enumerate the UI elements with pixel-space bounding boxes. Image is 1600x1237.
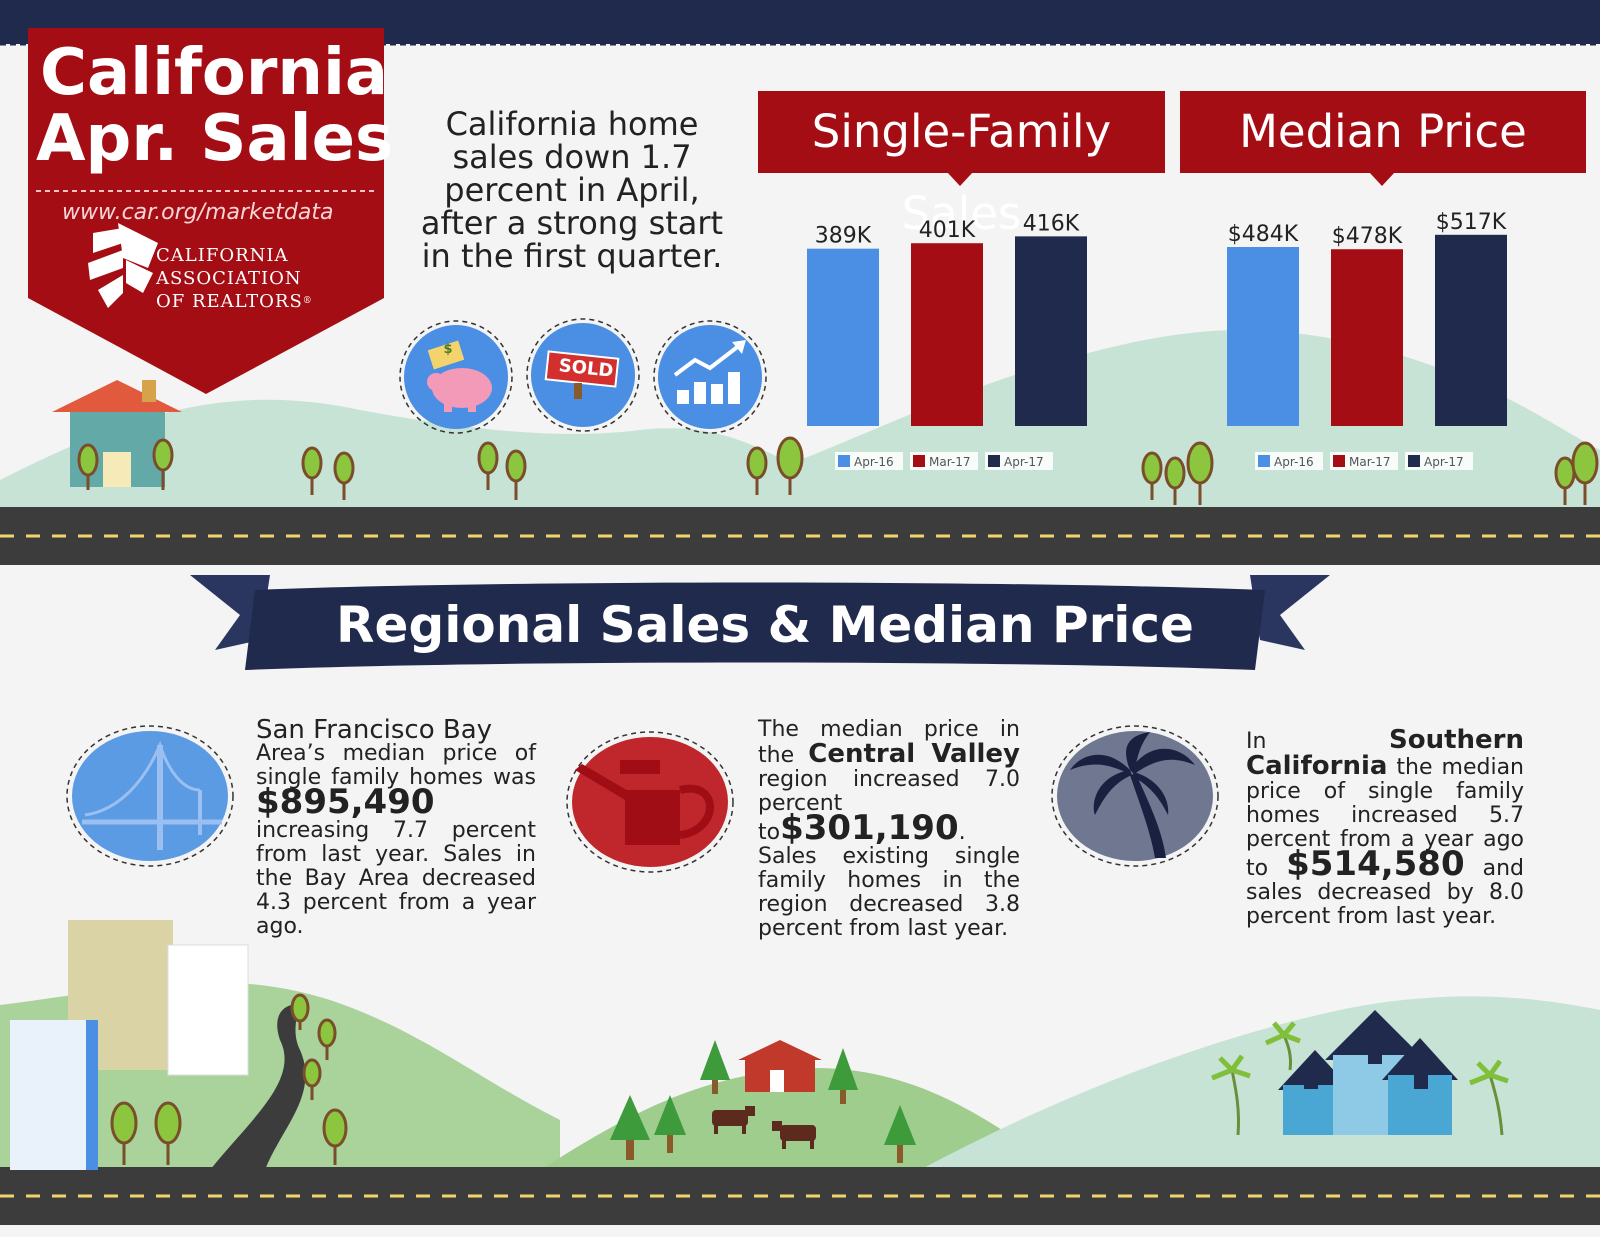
price-value-label: $517K (1436, 210, 1507, 235)
sales-value-label: 416K (1023, 211, 1080, 236)
price-bar-mar-17 (1331, 249, 1403, 426)
cv-region-name: Central Valley (808, 739, 1020, 769)
growth-chart-icon (673, 340, 746, 404)
sc-text1: In (1246, 729, 1267, 754)
sales-legend-swatch (988, 455, 1000, 467)
org-name-line3-text: OF REALTORS (156, 291, 303, 312)
intro-line2: sales down 1.7 (452, 138, 692, 176)
regional-circle-frames (66, 725, 1219, 873)
price-bar-chart: $484K $478K $517K Apr-16 Mar-17 Apr-17 (1227, 210, 1507, 470)
intro-line5: in the first quarter. (421, 237, 723, 275)
palm-tree-icon (1070, 732, 1195, 858)
right-hill (920, 996, 1600, 1170)
sf-text2: increasing 7.7 percent from last year. S… (256, 818, 536, 939)
sales-legend-label: Apr-16 (854, 455, 894, 469)
price-legend-label: Mar-17 (1349, 455, 1390, 469)
sales-legend-swatch (838, 455, 850, 467)
price-legend-swatch (1408, 455, 1420, 467)
sales-bar-apr-17 (1015, 236, 1087, 426)
cv-text2: region increased 7.0 percent to (758, 767, 1020, 845)
sales-bar-chart: 389K 401K 416K Apr-16 Mar-17 Apr-17 (807, 211, 1087, 470)
chart-title-price-pointer (1369, 172, 1395, 186)
sales-legend-swatch (913, 455, 925, 467)
regional-title: Regional Sales & Median Price (336, 596, 1194, 654)
sf-region-text: San Francisco Bay Area’s median price of… (256, 715, 536, 939)
lower-left-trees (110, 993, 348, 1165)
sc-text2: the median price of single family homes … (1246, 755, 1524, 881)
price-legend-label: Apr-16 (1274, 455, 1314, 469)
blue-houses-icon (1278, 1010, 1458, 1135)
sales-value-label: 389K (815, 224, 872, 249)
farm-trees (610, 1040, 916, 1163)
price-legend-swatch (1333, 455, 1345, 467)
org-name-line3: OF REALTORS® (156, 290, 313, 313)
intro-line3: percent in April, (444, 171, 700, 209)
chart-title-sales-pointer (947, 172, 973, 186)
intro-line4: after a strong start (420, 204, 724, 242)
cv-region-text: The median price in the Central Valley r… (758, 718, 1020, 941)
cv-price: $301,190 (780, 808, 959, 848)
farm-barn-icon (738, 1040, 822, 1092)
sales-legend-label: Mar-17 (929, 455, 970, 469)
sold-sign-icon (544, 350, 620, 399)
bridge-circle (72, 731, 228, 861)
registered-mark: ® (302, 296, 313, 306)
watering-can-icon (575, 760, 714, 845)
regional-ribbon (190, 575, 1330, 670)
price-bar-apr-17 (1435, 234, 1507, 426)
org-name: CALIFORNIA ASSOCIATION OF REALTORS® (156, 244, 313, 313)
sc-region-name: Southern California (1246, 725, 1524, 781)
cv-text1: The median price in the (758, 717, 1020, 768)
coin-symbol: $ (443, 342, 453, 357)
sf-text1: Area’s median price of single family hom… (256, 741, 536, 790)
sc-region-text: In Southern California the median price … (1246, 725, 1525, 929)
cow-icons (712, 1106, 816, 1149)
city-buildings (10, 920, 249, 1170)
sc-price: $514,580 (1286, 844, 1465, 884)
car-logo-icon (88, 223, 158, 308)
price-value-label: $478K (1332, 224, 1403, 249)
sales-bar-apr-16 (807, 248, 879, 426)
bridge-icon (82, 740, 222, 850)
sales-value-label: 401K (919, 218, 976, 243)
growth-chart-circle (658, 325, 762, 429)
org-name-line1: CALIFORNIA (156, 245, 289, 266)
small-palm-icons (1211, 1021, 1509, 1136)
price-legend-swatch (1258, 455, 1270, 467)
intro-text: California home sales down 1.7 percent i… (412, 108, 732, 273)
intro-line1: California home (445, 105, 699, 143)
header-badge (28, 28, 384, 394)
price-value-label: $484K (1228, 222, 1299, 247)
header-title-line1: California (40, 36, 389, 110)
sc-text3: and sales decreased by 8.0 percent from … (1246, 856, 1525, 929)
top-icon-circles (399, 318, 767, 434)
price-bar-apr-16 (1227, 247, 1299, 426)
chart-title-price: Median Price (1180, 91, 1586, 173)
org-name-line2: ASSOCIATION (156, 268, 302, 289)
cv-text3: . Sales existing single family homes in … (758, 820, 1020, 941)
piggy-bank-icon (427, 340, 492, 412)
chart-title-sales: Single-Family Sales (758, 91, 1165, 240)
sales-bar-mar-17 (911, 243, 983, 426)
header-title-line2: Apr. Sales (36, 102, 394, 176)
sf-price: $895,490 (256, 782, 435, 822)
sales-legend-label: Apr-17 (1004, 455, 1044, 469)
upper-trees (77, 436, 1599, 505)
winding-road (210, 1005, 306, 1170)
price-legend-label: Apr-17 (1424, 455, 1464, 469)
sf-region-name: San Francisco Bay (256, 715, 493, 745)
header-url[interactable]: www.car.org/marketdata (62, 200, 334, 225)
